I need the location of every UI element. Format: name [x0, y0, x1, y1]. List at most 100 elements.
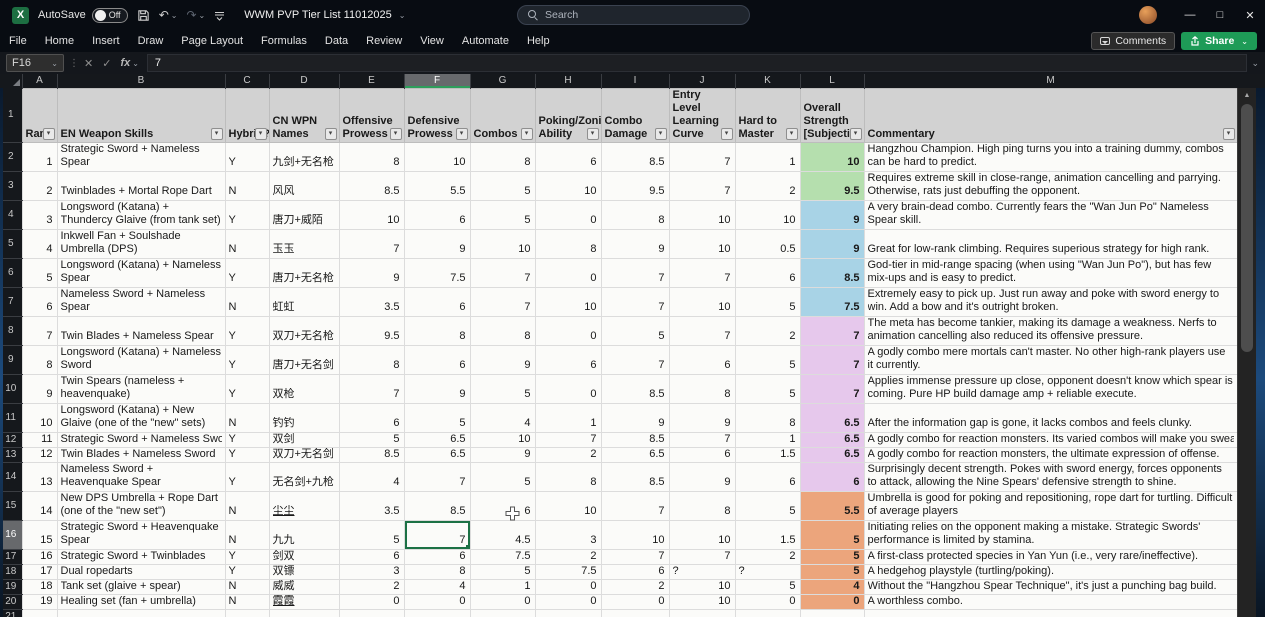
- cell-H18[interactable]: 7.5: [534, 563, 602, 580]
- cell-H4[interactable]: 0: [534, 199, 602, 230]
- cell-K13[interactable]: 1.5: [734, 446, 801, 463]
- cell-A8[interactable]: 7: [21, 315, 58, 346]
- share-button[interactable]: Share ⌄: [1181, 32, 1257, 50]
- cell-B16[interactable]: Strategic Sword + Heavenquake Spear: [56, 519, 226, 550]
- cell-M16[interactable]: Initiating relies on the opponent making…: [863, 519, 1238, 550]
- column-header-B[interactable]: B: [57, 74, 226, 88]
- cell-H12[interactable]: 7: [534, 431, 602, 448]
- column-header-C[interactable]: C: [225, 74, 270, 88]
- cell-C17[interactable]: Y: [224, 548, 270, 565]
- cell-F4[interactable]: 6: [403, 199, 471, 230]
- selected-cell[interactable]: 7: [403, 519, 471, 550]
- cell-J18[interactable]: ?: [668, 563, 736, 580]
- cell-K8[interactable]: 2: [734, 315, 801, 346]
- redo-icon[interactable]: ↷ ⌄: [186, 8, 206, 22]
- filter-dropdown-icon[interactable]: ▾: [1222, 127, 1235, 140]
- cell-F17[interactable]: 6: [403, 548, 471, 565]
- cell-F21[interactable]: [403, 608, 471, 617]
- formula-input[interactable]: 7: [146, 54, 1248, 72]
- cell-J17[interactable]: 7: [668, 548, 736, 565]
- row-header-8[interactable]: 8: [0, 316, 22, 346]
- cell-A3[interactable]: 2: [21, 170, 58, 201]
- cell-L4[interactable]: 9: [799, 199, 865, 230]
- cell-A4[interactable]: 3: [21, 199, 58, 230]
- row-header-4[interactable]: 4: [0, 200, 22, 230]
- cell-K21[interactable]: [734, 608, 801, 617]
- cell-G16[interactable]: 4.5: [469, 519, 536, 550]
- ribbon-tab-data[interactable]: Data: [324, 35, 349, 47]
- cell-A6[interactable]: 5: [21, 257, 58, 288]
- header-cell-J1[interactable]: Entry Level Learning Curve ▾: [668, 87, 736, 143]
- header-cell-D1[interactable]: CN WPN Names ▾: [268, 87, 340, 143]
- cell-M17[interactable]: A first-class protected species in Yan Y…: [863, 548, 1238, 565]
- cell-M20[interactable]: A worthless combo.: [863, 593, 1238, 610]
- cell-E2[interactable]: 8: [338, 141, 405, 172]
- cell-D2[interactable]: 九剑+无名枪: [268, 141, 340, 172]
- cell-M13[interactable]: A godly combo for reaction monsters, the…: [863, 446, 1238, 463]
- cell-G19[interactable]: 1: [469, 578, 536, 595]
- ribbon-tab-page-layout[interactable]: Page Layout: [181, 35, 244, 47]
- row-header-6[interactable]: 6: [0, 258, 22, 288]
- cell-M21[interactable]: [863, 608, 1238, 617]
- cell-I20[interactable]: 0: [600, 593, 670, 610]
- filter-dropdown-icon[interactable]: ▾: [654, 127, 667, 140]
- cell-K4[interactable]: 10: [734, 199, 801, 230]
- cell-B12[interactable]: Strategic Sword + Nameless Sword: [56, 431, 226, 448]
- row-header-2[interactable]: 2: [0, 142, 22, 172]
- maximize-button[interactable]: □: [1216, 9, 1224, 21]
- cell-D13[interactable]: 双刀+无名剑: [268, 446, 340, 463]
- cell-E10[interactable]: 7: [338, 373, 405, 404]
- row-header-12[interactable]: 12: [0, 432, 22, 448]
- cell-C11[interactable]: N: [224, 402, 270, 433]
- cell-J20[interactable]: 10: [668, 593, 736, 610]
- header-cell-M1[interactable]: Commentary ▾: [863, 87, 1238, 143]
- cell-C15[interactable]: N: [224, 490, 270, 521]
- cell-E18[interactable]: 3: [338, 563, 405, 580]
- comments-button[interactable]: Comments: [1091, 32, 1176, 50]
- cell-K17[interactable]: 2: [734, 548, 801, 565]
- undo-icon[interactable]: ↶ ⌄: [158, 8, 178, 22]
- cell-J7[interactable]: 10: [668, 286, 736, 317]
- cell-A9[interactable]: 8: [21, 344, 58, 375]
- cell-E12[interactable]: 5: [338, 431, 405, 448]
- cell-B17[interactable]: Strategic Sword + Twinblades: [56, 548, 226, 565]
- header-cell-E1[interactable]: Offensive Prowess ▾: [338, 87, 405, 143]
- account-avatar[interactable]: [1139, 6, 1157, 24]
- cell-D8[interactable]: 双刀+无名枪: [268, 315, 340, 346]
- filter-dropdown-icon[interactable]: ▾: [324, 127, 337, 140]
- cell-D16[interactable]: 九九: [268, 519, 340, 550]
- cell-K19[interactable]: 5: [734, 578, 801, 595]
- row-header-20[interactable]: 20: [0, 594, 22, 610]
- cell-E15[interactable]: 3.5: [338, 490, 405, 521]
- cell-A14[interactable]: 13: [21, 461, 58, 492]
- column-header-G[interactable]: G: [470, 74, 536, 88]
- cell-D20[interactable]: 霞霞: [268, 593, 340, 610]
- cell-H21[interactable]: [534, 608, 602, 617]
- cell-G5[interactable]: 10: [469, 228, 536, 259]
- cell-L18[interactable]: 5: [799, 563, 865, 580]
- column-header-L[interactable]: L: [800, 74, 865, 88]
- cell-H13[interactable]: 2: [534, 446, 602, 463]
- cell-K18[interactable]: ?: [734, 563, 801, 580]
- cell-C7[interactable]: N: [224, 286, 270, 317]
- header-cell-I1[interactable]: Combo Damage ▾: [600, 87, 670, 143]
- cell-J6[interactable]: 7: [668, 257, 736, 288]
- cell-K7[interactable]: 5: [734, 286, 801, 317]
- cell-H3[interactable]: 10: [534, 170, 602, 201]
- cell-G12[interactable]: 10: [469, 431, 536, 448]
- cell-G13[interactable]: 9: [469, 446, 536, 463]
- cell-H2[interactable]: 6: [534, 141, 602, 172]
- cell-B20[interactable]: Healing set (fan + umbrella): [56, 593, 226, 610]
- scroll-up-icon[interactable]: ▲: [1243, 91, 1251, 99]
- cell-C18[interactable]: Y: [224, 563, 270, 580]
- cell-C21[interactable]: [224, 608, 270, 617]
- cell-E14[interactable]: 4: [338, 461, 405, 492]
- cell-J19[interactable]: 10: [668, 578, 736, 595]
- cell-A15[interactable]: 14: [21, 490, 58, 521]
- cell-H11[interactable]: 1: [534, 402, 602, 433]
- cell-I11[interactable]: 9: [600, 402, 670, 433]
- cell-M12[interactable]: A godly combo for reaction monsters. Its…: [863, 431, 1238, 448]
- column-header-E[interactable]: E: [339, 74, 405, 88]
- cell-A10[interactable]: 9: [21, 373, 58, 404]
- cell-A16[interactable]: 15: [21, 519, 58, 550]
